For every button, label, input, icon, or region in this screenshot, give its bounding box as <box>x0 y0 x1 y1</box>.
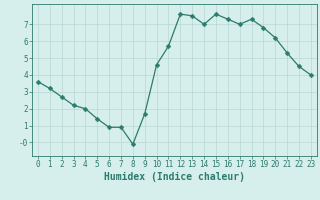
X-axis label: Humidex (Indice chaleur): Humidex (Indice chaleur) <box>104 172 245 182</box>
